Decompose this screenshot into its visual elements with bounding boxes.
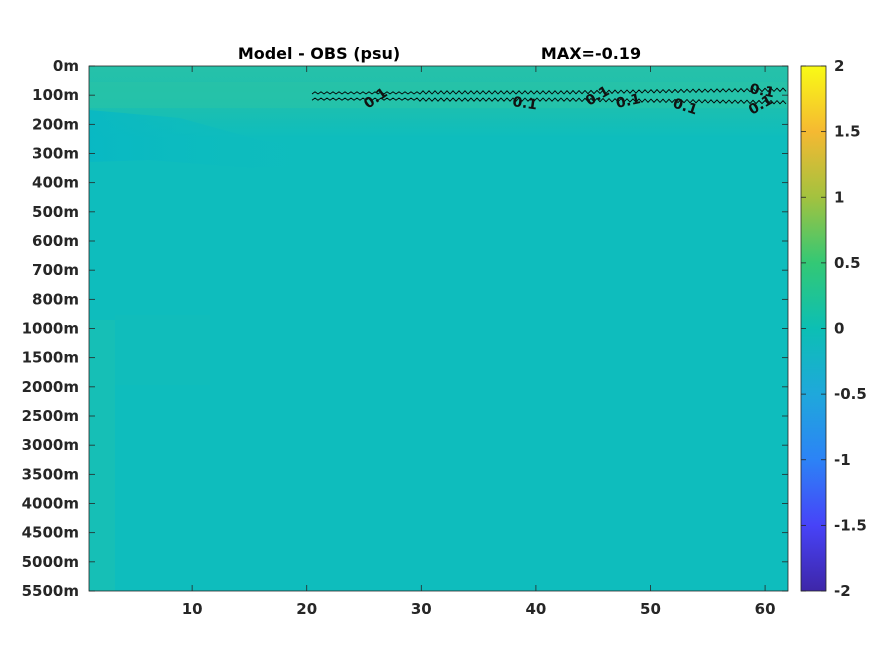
- near-surface-band: [89, 82, 788, 108]
- left-edge-strip: [89, 320, 115, 591]
- x-tick-label: 20: [296, 600, 317, 618]
- y-tick-label: 4500m: [22, 524, 79, 542]
- y-tick-label: 700m: [32, 261, 79, 279]
- y-tick-label: 400m: [32, 174, 79, 192]
- y-tick-label: 1500m: [22, 349, 79, 367]
- y-tick-label: 1000m: [22, 320, 79, 338]
- chart-title: Model - OBS (psu): [238, 44, 400, 63]
- y-tick-label: 5500m: [22, 582, 79, 600]
- x-tick-label: 10: [182, 600, 203, 618]
- y-tick-label: 200m: [32, 115, 79, 133]
- heatmap-field: [89, 66, 788, 591]
- contour-label: 0.1: [748, 81, 775, 101]
- colorbar-tick-label: -2: [834, 582, 851, 600]
- colorbar-tick-label: 1.5: [834, 123, 861, 141]
- x-tick-label: 30: [411, 600, 432, 618]
- y-tick-label: 4000m: [22, 495, 79, 513]
- y-tick-label: 3500m: [22, 465, 79, 483]
- contour-label: 0.1: [671, 96, 700, 119]
- colorbar-tick-label: -1: [834, 451, 851, 469]
- colorbar-tick-label: 2: [834, 57, 844, 75]
- y-tick-label: 100m: [32, 86, 79, 104]
- x-tick-label: 60: [755, 600, 776, 618]
- contour-label: 0.1: [511, 94, 538, 113]
- cool-subsurface-patch: [89, 110, 345, 168]
- colorbar-tick-label: -0.5: [834, 385, 867, 403]
- y-tick-label: 2000m: [22, 378, 79, 396]
- y-tick-label: 800m: [32, 290, 79, 308]
- colorbar-tick-label: 0: [834, 320, 844, 338]
- x-tick-label: 40: [525, 600, 546, 618]
- x-axis: 10 20 30 40 50 60: [182, 66, 776, 618]
- contour-line-upper: [311, 87, 787, 95]
- colorbar-tick-label: 0.5: [834, 254, 861, 272]
- contour-label: 0.1: [615, 91, 643, 112]
- colorbar-ticks: 2 1.5 1 0.5 0 -0.5 -1 -1.5 -2: [801, 57, 867, 600]
- left-edge-strip-fade: [115, 315, 210, 385]
- y-tick-label: 2500m: [22, 407, 79, 425]
- colorbar: 2 1.5 1 0.5 0 -0.5 -1 -1.5 -2: [800, 57, 867, 600]
- y-tick-label: 0m: [53, 57, 79, 75]
- y-tick-label: 600m: [32, 232, 79, 250]
- contour-line-lower: [311, 97, 787, 105]
- colorbar-tick-label: -1.5: [834, 516, 867, 534]
- colorbar-tick-label: 1: [834, 188, 844, 206]
- y-axis: 0m 100m 200m 300m 400m 500m 600m 700m 800m 1000m 1…: [22, 57, 788, 600]
- max-annotation: MAX=-0.19: [541, 44, 641, 63]
- y-tick-label: 5000m: [22, 553, 79, 571]
- x-tick-label: 50: [640, 600, 661, 618]
- y-tick-label: 500m: [32, 203, 79, 221]
- y-tick-label: 300m: [32, 145, 79, 163]
- y-tick-label: 3000m: [22, 436, 79, 454]
